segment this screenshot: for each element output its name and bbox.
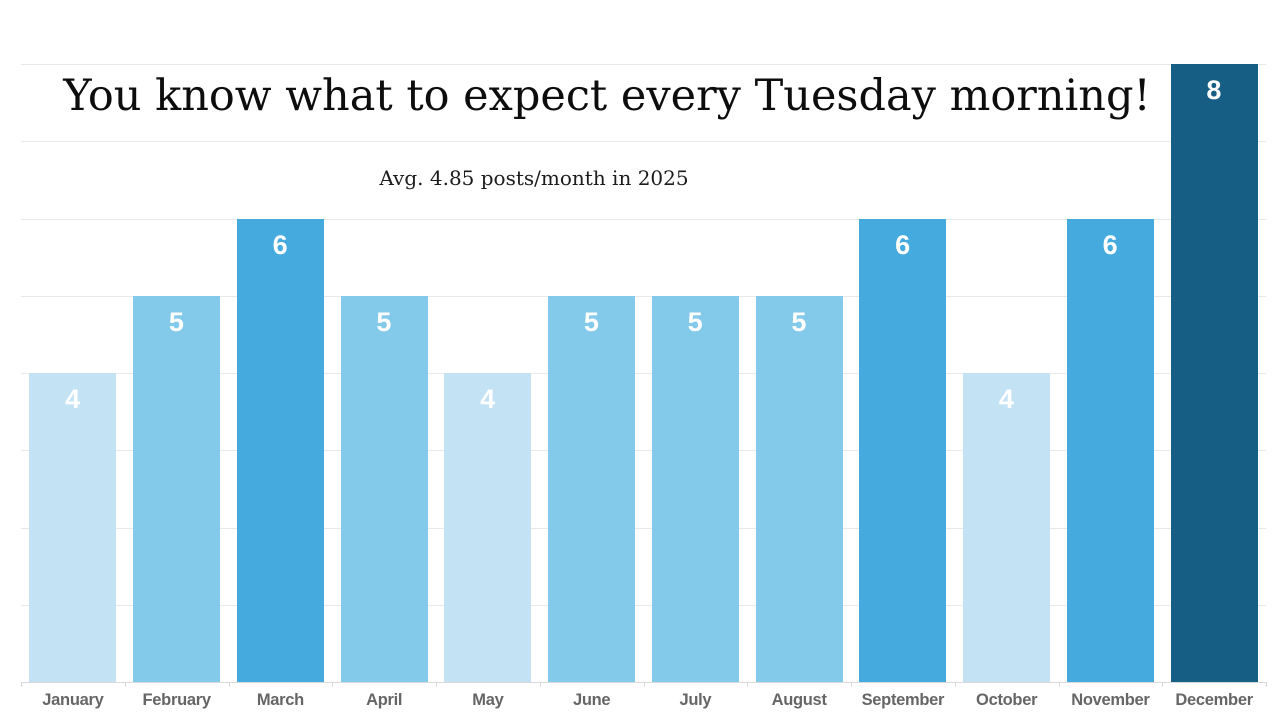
axis-tick bbox=[228, 682, 230, 687]
gridline bbox=[21, 141, 1266, 143]
x-axis-label-september: September bbox=[861, 691, 945, 709]
x-axis-label-november: November bbox=[1071, 691, 1150, 709]
gridline bbox=[21, 218, 1266, 220]
x-axis-label-august: August bbox=[771, 691, 827, 709]
axis-tick bbox=[539, 682, 541, 687]
gridline bbox=[21, 295, 1266, 297]
x-axis-label-june: June bbox=[572, 691, 611, 709]
bar-value-label-october: 4 bbox=[998, 384, 1015, 414]
axis-tick bbox=[1058, 682, 1060, 687]
x-axis-label-december: December bbox=[1175, 691, 1253, 709]
bar-value-label-january: 4 bbox=[65, 384, 81, 414]
gridline bbox=[21, 64, 1266, 65]
axis-tick bbox=[643, 682, 645, 687]
chart-subtitle: Avg. 4.85 posts/month in 2025 bbox=[379, 166, 689, 190]
bar-july: 5 bbox=[651, 295, 739, 682]
bar-march: 6 bbox=[236, 218, 324, 682]
axis-tick bbox=[747, 682, 749, 687]
bar-value-label-november: 6 bbox=[1102, 229, 1119, 260]
bar-value-label-july: 5 bbox=[687, 306, 704, 337]
axis-tick bbox=[21, 682, 22, 687]
gridline bbox=[21, 604, 1266, 606]
bar-august: 5 bbox=[755, 295, 843, 682]
bar-value-label-september: 6 bbox=[895, 229, 911, 260]
axis-tick bbox=[332, 682, 334, 687]
x-axis-label-october: October bbox=[976, 691, 1038, 709]
bar-november: 6 bbox=[1066, 218, 1154, 682]
bar-january: 4 bbox=[29, 373, 117, 682]
axis-tick bbox=[1162, 682, 1164, 687]
bar-april: 5 bbox=[340, 295, 428, 682]
bar-value-label-august: 5 bbox=[791, 306, 807, 337]
bar-october: 4 bbox=[963, 373, 1051, 682]
x-axis-label-march: March bbox=[256, 691, 304, 709]
bar-value-label-june: 5 bbox=[583, 306, 600, 337]
axis-tick bbox=[954, 682, 956, 687]
bar-value-label-december: 8 bbox=[1206, 75, 1222, 105]
axis-tick bbox=[124, 682, 126, 687]
axis-tick bbox=[1266, 682, 1267, 687]
x-axis-label-april: April bbox=[366, 691, 403, 709]
bar-value-label-march: 6 bbox=[272, 229, 289, 260]
bar-december: 8 bbox=[1170, 64, 1258, 682]
x-axis-label-february: February bbox=[142, 691, 212, 709]
x-axis-label-january: January bbox=[42, 691, 104, 709]
bar-september: 6 bbox=[859, 218, 947, 682]
axis-tick bbox=[851, 682, 852, 687]
gridline bbox=[21, 450, 1266, 452]
chart-title: You know what to expect every Tuesday mo… bbox=[63, 71, 1151, 121]
x-axis-label-may: May bbox=[472, 691, 504, 709]
x-axis-label-july: July bbox=[679, 691, 712, 709]
bar-may: 4 bbox=[444, 373, 532, 682]
axis-tick bbox=[436, 682, 437, 687]
bar-june: 5 bbox=[548, 295, 636, 682]
gridline bbox=[21, 373, 1266, 374]
bar-value-label-february: 5 bbox=[168, 306, 185, 337]
bar-value-label-april: 5 bbox=[376, 306, 392, 337]
bar-february: 5 bbox=[133, 295, 221, 682]
gridline bbox=[21, 527, 1266, 529]
bar-value-label-may: 4 bbox=[480, 384, 496, 414]
